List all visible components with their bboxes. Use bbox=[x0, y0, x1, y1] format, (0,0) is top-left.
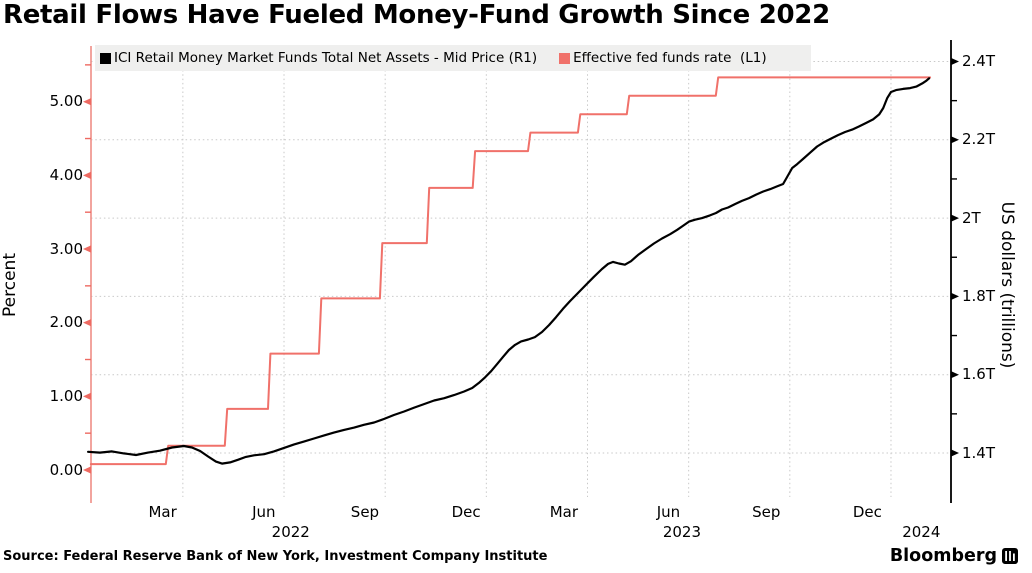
left-axis-tick-label: 2.00 bbox=[49, 313, 83, 332]
right-axis-tick-arrow bbox=[951, 57, 959, 66]
source-text: Source: Federal Reserve Bank of New York… bbox=[3, 549, 548, 564]
bloomberg-terminal-icon bbox=[1002, 548, 1018, 564]
x-axis-month-label: Dec bbox=[451, 503, 481, 521]
legend: ICI Retail Money Market Funds Total Net … bbox=[95, 45, 811, 71]
bloomberg-logo: Bloomberg bbox=[890, 546, 1018, 566]
x-axis-month-label: Sep bbox=[350, 503, 380, 521]
x-axis-month-label: Jun bbox=[656, 503, 681, 521]
left-axis-tick-label: 5.00 bbox=[49, 92, 83, 111]
legend-item-ici-assets: ICI Retail Money Market Funds Total Net … bbox=[100, 50, 537, 66]
right-axis-tick-label: 2.2T bbox=[962, 130, 996, 149]
right-axis-tick-arrow bbox=[951, 449, 959, 457]
left-axis-tick-label: 1.00 bbox=[49, 386, 83, 405]
x-axis-year-label: 2023 bbox=[662, 523, 701, 541]
legend-label-fed-funds: Effective fed funds rate (L1) bbox=[573, 50, 767, 66]
x-axis-month-label: Mar bbox=[549, 503, 579, 521]
fed-funds-rate-line bbox=[89, 76, 932, 466]
chart-title: Retail Flows Have Fueled Money-Fund Grow… bbox=[3, 0, 830, 30]
left-axis-tick-arrow bbox=[83, 392, 91, 400]
legend-item-fed-funds: Effective fed funds rate (L1) bbox=[559, 50, 767, 66]
legend-swatch-red bbox=[559, 52, 571, 64]
left-axis-tick-arrow bbox=[83, 466, 91, 474]
right-axis-tick-label: 1.4T bbox=[962, 443, 996, 462]
legend-swatch-black bbox=[100, 52, 111, 64]
right-axis-tick-arrow bbox=[951, 214, 959, 222]
left-axis-tick-arrow bbox=[83, 319, 91, 327]
x-axis-month-label: Sep bbox=[752, 503, 781, 521]
bloomberg-wordmark: Bloomberg bbox=[889, 546, 997, 566]
legend-label-ici-assets: ICI Retail Money Market Funds Total Net … bbox=[114, 50, 538, 66]
right-axis-tick-arrow bbox=[951, 136, 959, 144]
x-axis-year-label: 2024 bbox=[902, 523, 941, 541]
left-axis-title: Percent bbox=[0, 253, 20, 317]
left-axis-tick-label: 3.00 bbox=[49, 239, 83, 258]
left-axis-tick-label: 4.00 bbox=[49, 165, 83, 184]
left-axis-tick-arrow bbox=[83, 171, 91, 179]
right-axis-tick-label: 1.6T bbox=[962, 365, 996, 384]
right-axis-tick-arrow bbox=[951, 371, 959, 379]
ici-assets-line bbox=[87, 77, 931, 465]
right-axis-tick-label: 1.8T bbox=[962, 286, 996, 305]
right-axis-tick-arrow bbox=[951, 292, 959, 300]
right-axis-tick-label: 2T bbox=[962, 208, 981, 227]
left-axis-tick-arrow bbox=[83, 98, 91, 106]
x-axis-month-label: Jun bbox=[252, 503, 276, 521]
x-axis-month-label: Mar bbox=[148, 503, 177, 521]
x-axis-month-label: Dec bbox=[852, 503, 882, 521]
left-axis-tick-label: 0.00 bbox=[49, 460, 83, 479]
x-axis-year-label: 2022 bbox=[271, 523, 310, 541]
right-axis-tick-label: 2.4T bbox=[962, 52, 996, 70]
left-axis-tick-arrow bbox=[83, 245, 91, 253]
